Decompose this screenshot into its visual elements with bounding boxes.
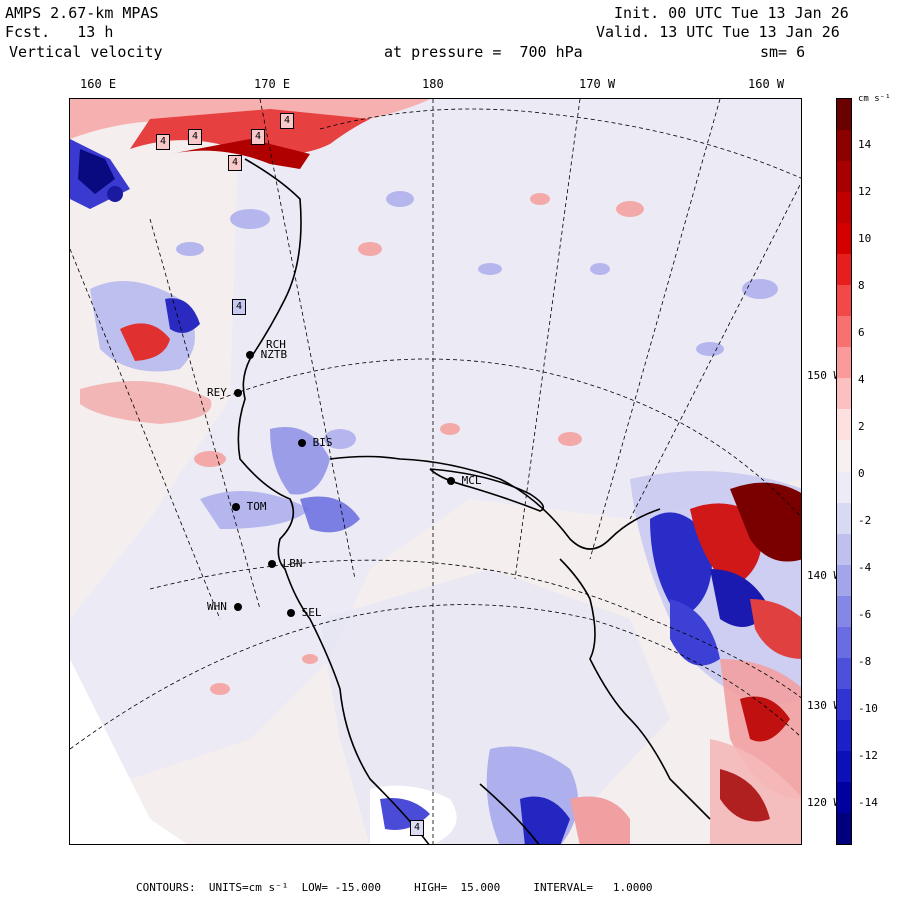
colorbar-segment (837, 254, 851, 286)
forecast-hour: Fcst. 13 h (5, 23, 114, 41)
station-rch: RCH (266, 339, 286, 350)
colorbar-segment (837, 688, 851, 721)
pressure-level: at pressure = 700 hPa (384, 43, 583, 61)
lat-label-120w: 120 W (806, 796, 842, 809)
lon-label-160e: 160 E (80, 77, 117, 91)
init-time: Init. 00 UTC Tue 13 Jan 26 (614, 4, 849, 22)
colorbar-segment (837, 595, 851, 628)
lat-label-150w: 150 W (806, 369, 842, 382)
station-tom: TOM (232, 501, 267, 512)
contour-label-box: 4 (188, 129, 202, 145)
lon-label-170e: 170 E (254, 77, 291, 91)
colorbar-segment (837, 626, 851, 659)
field-name: Vertical velocity (9, 43, 163, 61)
colorbar-tick-label: 6 (858, 326, 865, 339)
station-label-rch: RCH (266, 338, 286, 351)
station-label-bis: BIS (312, 436, 333, 449)
colorbar-segment (837, 812, 851, 845)
contour-label-box: 4 (410, 820, 424, 836)
lat-label-140w: 140 W (806, 569, 842, 582)
colorbar-units: cm s⁻¹ (858, 94, 891, 104)
station-label-mcl: MCL (461, 474, 482, 487)
colorbar-tick-label: 4 (858, 373, 865, 386)
colorbar-segment (837, 316, 851, 348)
colorbar-tick-label: 8 (858, 279, 865, 292)
colorbar-segment (837, 719, 851, 752)
contour-label-box: 4 (251, 129, 265, 145)
station-mcl: MCL (447, 475, 482, 486)
lon-label-160w: 160 W (748, 77, 785, 91)
lat-label-130w: 130 W (806, 699, 842, 712)
colorbar-tick-label: 10 (858, 232, 872, 245)
colorbar-tick-label: 0 (858, 467, 865, 480)
colorbar-segment (837, 502, 851, 535)
colorbar-segment (837, 223, 851, 255)
colorbar-tick-label: -12 (858, 749, 878, 762)
colorbar-tick-label: -2 (858, 514, 872, 527)
colorbar-segment (837, 285, 851, 317)
station-whn: WHN (207, 601, 242, 612)
station-lbn: LBN (268, 558, 303, 569)
lon-label-170w: 170 W (579, 77, 616, 91)
colorbar-segment (837, 409, 851, 441)
smoothing-value: sm= 6 (760, 43, 806, 61)
station-label-rey: REY (207, 386, 227, 399)
colorbar-segment (837, 378, 851, 410)
vertical-velocity-field (70, 99, 801, 844)
colorbar-segment (837, 533, 851, 566)
contour-label-box: 4 (228, 155, 242, 171)
contour-info: CONTOURS: UNITS=cm s⁻¹ LOW= -15.000 HIGH… (136, 881, 653, 894)
contour-label-box: 4 (156, 134, 170, 150)
colorbar-segment (837, 440, 851, 472)
colorbar-segment (837, 657, 851, 690)
contour-label-box: 4 (280, 113, 294, 129)
colorbar-tick-label: -14 (858, 796, 878, 809)
station-label-nztb: NZTB (260, 348, 288, 361)
colorbar-segment (837, 781, 851, 814)
contour-label-box: 4 (232, 299, 246, 315)
colorbar-tick-label: 12 (858, 185, 872, 198)
station-label-tom: TOM (246, 500, 267, 513)
valid-time: Valid. 13 UTC Tue 13 Jan 26 (596, 23, 840, 41)
colorbar-tick-label: -4 (858, 561, 872, 574)
colorbar-tick-label: -10 (858, 702, 878, 715)
colorbar-segment (837, 750, 851, 783)
colorbar (836, 98, 852, 845)
colorbar-tick-label: -8 (858, 655, 872, 668)
colorbar-segment (837, 130, 851, 162)
model-title: AMPS 2.67-km MPAS (5, 4, 159, 22)
colorbar-segment (837, 347, 851, 379)
station-label-whn: WHN (207, 600, 227, 613)
station-sel: SEL (287, 607, 322, 618)
colorbar-segment (837, 161, 851, 193)
colorbar-tick-label: 14 (858, 138, 872, 151)
station-bis: BIS (298, 437, 333, 448)
station-label-lbn: LBN (282, 557, 303, 570)
station-rey: REY (207, 387, 242, 398)
colorbar-segment (837, 192, 851, 224)
colorbar-tick-label: 2 (858, 420, 865, 433)
colorbar-tick-label: -6 (858, 608, 872, 621)
lon-label-180: 180 (422, 77, 444, 91)
colorbar-segment (837, 99, 851, 131)
colorbar-segment (837, 471, 851, 504)
colorbar-segment (837, 564, 851, 597)
station-label-sel: SEL (301, 606, 322, 619)
map-panel: NZTB RCH REY BIS MCL TOM LBN WHN SEL 4 4… (69, 98, 802, 845)
station-nztb: NZTB (246, 349, 287, 360)
